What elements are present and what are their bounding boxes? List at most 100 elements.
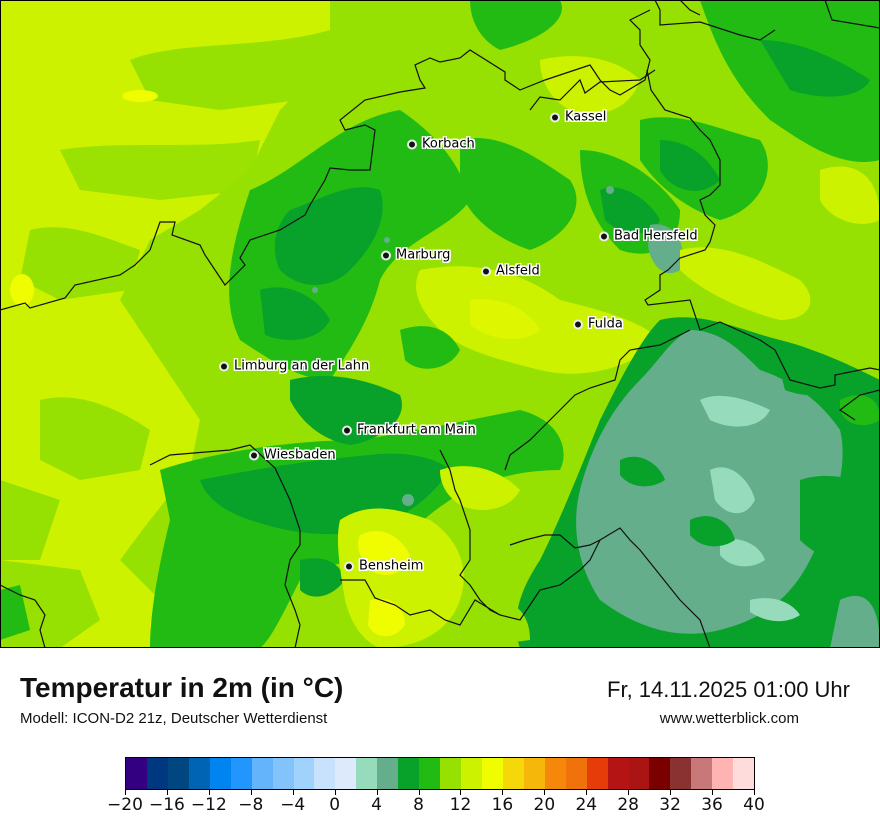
colorbar-bin (607, 758, 629, 789)
temperature-map: Kassel Korbach Bad Hersfeld Marburg Alsf… (0, 0, 880, 648)
colorbar-bin (502, 758, 524, 789)
city-marker-icon (381, 250, 391, 260)
colorbar-tick-mark (208, 790, 210, 795)
colorbar-bin (293, 758, 315, 789)
colorbar-tick-label: 36 (701, 795, 723, 815)
city-marker-icon (342, 425, 352, 435)
colorbar-tick-mark (712, 790, 714, 795)
colorbar-tick-label: −16 (148, 795, 185, 815)
website-url: www.wetterblick.com (659, 710, 799, 727)
colorbar-tick-label: 4 (371, 795, 383, 815)
colorbar-tick-label: 40 (743, 795, 765, 815)
colorbar-tick-mark (334, 790, 336, 795)
city-label: Bensheim (359, 558, 424, 574)
city-marker-icon (550, 112, 560, 122)
city-label: Alsfeld (496, 263, 540, 279)
temperature-field (0, 0, 880, 648)
colorbar-tick-mark (460, 790, 462, 795)
colorbar-bin (440, 758, 461, 789)
city-limburg: Limburg an der Lahn (219, 359, 369, 374)
city-label: Korbach (422, 136, 475, 152)
colorbar-bin (523, 758, 545, 789)
colorbar-tick-label: −12 (190, 795, 227, 815)
colorbar-bin (335, 758, 357, 789)
city-marker-icon (573, 319, 583, 329)
colorbar-bin (649, 758, 671, 789)
colorbar-tick-mark (586, 790, 588, 795)
colorbar-bin (230, 758, 252, 789)
valid-datetime: Fr, 14.11.2025 01:00 Uhr (607, 677, 850, 702)
city-marker-icon (219, 361, 229, 371)
colorbar-tick-label: 8 (413, 795, 424, 815)
colorbar-tick-label: 0 (329, 795, 341, 815)
city-frankfurt: Frankfurt am Main (342, 423, 476, 438)
colorbar-tick-label: 32 (659, 795, 681, 815)
colorbar-tick-mark (628, 790, 630, 795)
city-marker-icon (249, 450, 259, 460)
colorbar-tick-mark (502, 790, 504, 795)
colorbar-tick-label: −20 (107, 795, 143, 815)
colorbar-tick-label: 20 (533, 795, 556, 815)
city-marburg: Marburg (381, 248, 450, 263)
colorbar-tick-mark (292, 790, 294, 795)
city-label: Limburg an der Lahn (234, 358, 370, 374)
colorbar-tick-label: 16 (491, 795, 514, 815)
colorbar-tick-mark (376, 790, 378, 795)
colorbar-tick-mark (250, 790, 252, 795)
map-title: Temperatur in 2m (in °C) (20, 672, 344, 703)
colorbar-bin (481, 758, 503, 789)
city-wiesbaden: Wiesbaden (249, 448, 336, 463)
colorbar-bin (398, 758, 420, 789)
colorbar-tick-mark (544, 790, 546, 795)
temperature-colorbar (125, 757, 755, 790)
colorbar-tick-label: 24 (575, 795, 598, 815)
city-marker-icon (481, 266, 491, 276)
city-bensheim: Bensheim (344, 559, 423, 574)
model-source: Modell: ICON-D2 21z, Deutscher Wetterdie… (20, 710, 328, 727)
colorbar-bin (733, 758, 755, 789)
colorbar-tick-mark (166, 790, 168, 795)
colorbar-bin (419, 758, 441, 789)
colorbar-bin (461, 758, 482, 789)
city-label: Kassel (565, 109, 607, 125)
colorbar-bin (565, 758, 587, 789)
colorbar-tick-mark (418, 790, 420, 795)
colorbar-tick-label: 28 (617, 795, 640, 815)
colorbar-bin (188, 758, 210, 789)
colorbar-bin (272, 758, 294, 789)
colorbar-bin (251, 758, 273, 789)
colorbar-bin (670, 758, 692, 789)
colorbar-bin (314, 758, 336, 789)
city-label: Marburg (396, 247, 451, 263)
colorbar-tick-label: −8 (238, 795, 264, 815)
colorbar-tick-mark (754, 790, 755, 795)
colorbar-bin (356, 758, 378, 789)
city-kassel: Kassel (550, 110, 606, 125)
city-marker-icon (407, 139, 417, 149)
colorbar-bin (377, 758, 399, 789)
colorbar-tick-mark (125, 790, 126, 795)
colorbar-bin (691, 758, 713, 789)
colorbar-bin (628, 758, 650, 789)
city-alsfeld: Alsfeld (481, 264, 540, 279)
colorbar-bin (712, 758, 734, 789)
city-label: Bad Hersfeld (614, 228, 698, 244)
city-marker-icon (344, 561, 354, 571)
colorbar-tick-label: −4 (280, 795, 306, 815)
city-korbach: Korbach (407, 137, 475, 152)
city-bad-hersfeld: Bad Hersfeld (599, 229, 698, 244)
colorbar-bin (544, 758, 566, 789)
city-label: Wiesbaden (264, 447, 336, 463)
colorbar-bin (586, 758, 608, 789)
colorbar-tick-label: 12 (449, 795, 472, 815)
colorbar-bin (167, 758, 189, 789)
colorbar-bin (126, 758, 147, 789)
city-fulda: Fulda (573, 317, 623, 332)
city-label: Frankfurt am Main (357, 422, 476, 438)
city-marker-icon (599, 231, 609, 241)
city-label: Fulda (588, 316, 623, 332)
colorbar-bin (146, 758, 168, 789)
colorbar-ticks: −20 −16 −12 −8 −4 0 4 8 12 16 20 24 28 32 36 40 (107, 790, 765, 820)
colorbar-bin (209, 758, 231, 789)
colorbar-tick-mark (670, 790, 672, 795)
